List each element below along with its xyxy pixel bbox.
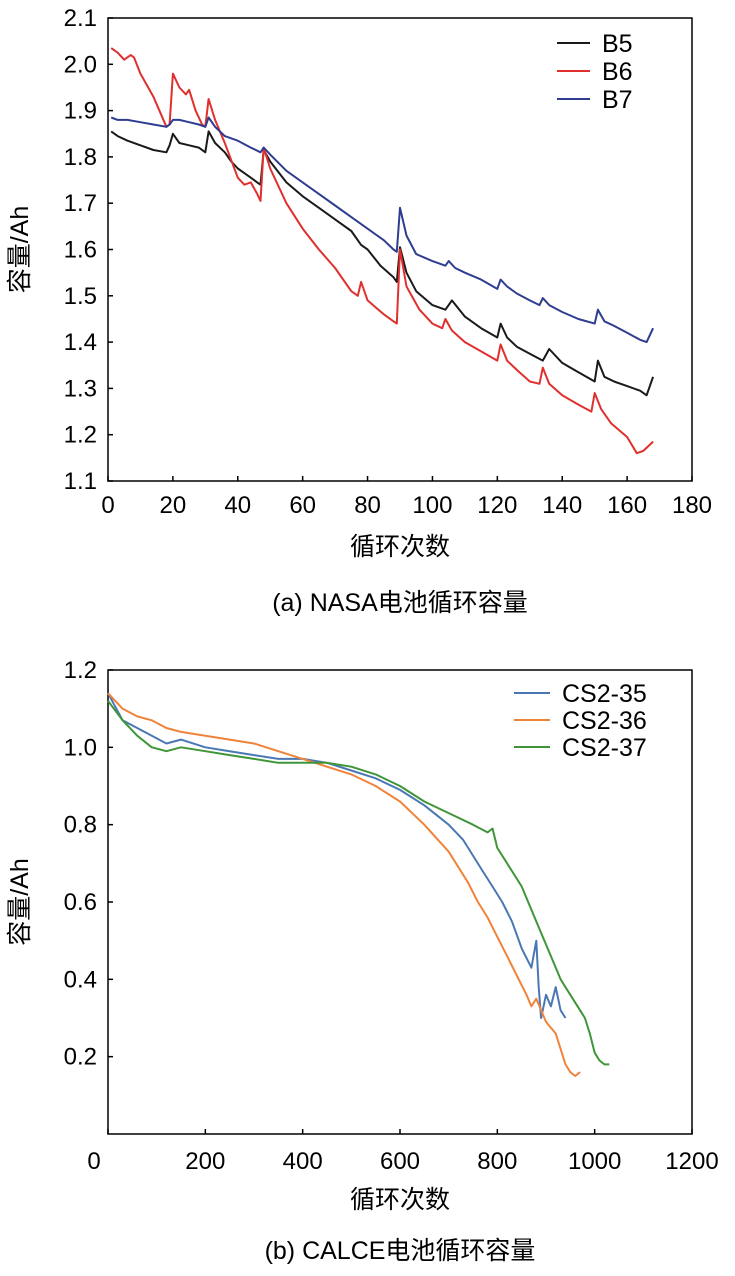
x-tick-label: 40 [224,492,251,519]
x-axis-label: 循环次数 [350,533,450,561]
x-tick-label: 1000 [568,1148,621,1175]
x-tick-label: 100 [412,492,452,519]
chart-b-calce: 0 200 400 600 800 1000 1200 0.2 0.4 0.6 0.8 1.0 1.2 C… [6,657,719,1265]
y-tick-label: 0.4 [64,966,97,993]
y-tick-label: 1.3 [64,375,97,402]
y-tick-label: 1.0 [64,734,97,761]
x-tick-label: 180 [672,492,712,519]
x-tick-label: 140 [542,492,582,519]
x-tick-label: 1200 [665,1148,718,1175]
y-axis-label: 容量/Ah [6,206,34,294]
figure-caption: (b) CALCE电池循环容量 [265,1237,536,1265]
y-tick-label: 0.8 [64,812,97,839]
x-tick-label: 400 [283,1148,323,1175]
x-tick-label: 600 [380,1148,420,1175]
y-tick-label: 1.9 [64,98,97,125]
y-axis-label: 容量/Ah [6,858,34,946]
series-line-cs2-36 [107,692,581,1077]
x-tick-label: 200 [185,1148,225,1175]
y-tick-label: 1.4 [64,329,97,356]
y-tick-label: 1.6 [64,237,97,264]
y-tick-label: 2.0 [64,51,97,78]
y-tick-label: 1.8 [64,144,97,171]
y-tick-label: 1.2 [64,422,97,449]
y-tick-label: 2.1 [64,5,97,32]
x-tick-label: 160 [607,492,647,519]
x-tick-label: 800 [477,1148,517,1175]
legend-label-b5: B5 [602,30,633,58]
x-tick-label: 0 [101,492,114,519]
legend-label-b6: B6 [602,58,633,86]
series-line-b5 [110,130,655,397]
series-line-cs2-37 [107,700,610,1066]
chart-a-nasa: 0 20 40 60 80 100 120 140 160 180 1.1 1.2 1.3 1.4 1.5 1… [6,5,712,617]
y-tick-label: 1.7 [64,190,97,217]
x-tick-label: 120 [477,492,517,519]
y-tick-label: 1.5 [64,283,97,310]
y-tick-label: 1.2 [64,657,97,684]
y-tick-label: 1.1 [64,468,97,495]
series-line-cs2-35 [107,692,567,1019]
x-axis-label: 循环次数 [350,1186,450,1214]
y-tick-label: 0.6 [64,889,97,916]
y-tick-label: 0.2 [64,1044,97,1071]
legend-label-cs2-37: CS2-37 [562,734,647,762]
legend-label-b7: B7 [602,86,633,114]
series-line-b6 [110,47,654,455]
x-tick-label: 20 [160,492,187,519]
figure-caption: (a) NASA电池循环容量 [272,589,528,617]
x-tick-label: 0 [87,1148,100,1175]
x-tick-label: 80 [354,492,381,519]
legend-label-cs2-35: CS2-35 [562,680,647,708]
x-tick-label: 60 [289,492,316,519]
series-line-b7 [110,116,655,344]
legend-label-cs2-36: CS2-36 [562,707,647,735]
